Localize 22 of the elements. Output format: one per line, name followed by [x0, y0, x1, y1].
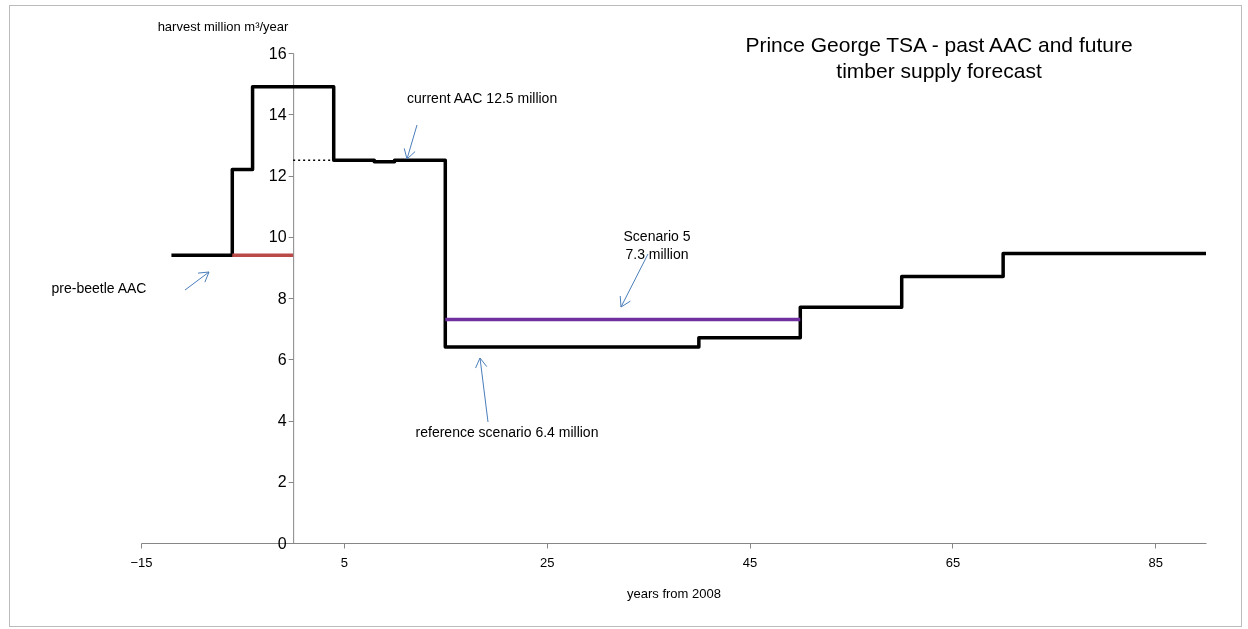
- x-tick-label: 65: [945, 554, 961, 570]
- y-axis-title: harvest million m³/year: [157, 18, 290, 34]
- x-tick-label: 85: [1148, 554, 1164, 570]
- x-tick-label: 5: [340, 554, 348, 570]
- y-tick-label: 6: [277, 350, 287, 368]
- y-tick-label: 2: [277, 473, 287, 491]
- y-tick-label: 4: [277, 412, 287, 429]
- annotation: pre-beetle AAC: [51, 280, 147, 296]
- annotation: Scenario 5 7.3 million: [623, 228, 691, 262]
- y-tick-label: 16: [268, 44, 287, 62]
- x-tick-label: 45: [742, 554, 758, 570]
- y-tick-label: 14: [268, 105, 287, 123]
- x-tick-label: −15: [130, 554, 153, 570]
- chart-title: Prince George TSA - past AAC and future timber supply forecast: [745, 33, 1133, 82]
- y-tick-label: 10: [268, 228, 287, 246]
- y-tick-label: 12: [268, 167, 287, 184]
- x-axis-title: years from 2008: [627, 585, 721, 601]
- annotation: current AAC 12.5 million: [407, 90, 558, 106]
- y-tick-label: 0: [277, 534, 287, 552]
- annotation: reference scenario 6.4 million: [415, 424, 599, 440]
- y-tick-label: 8: [277, 289, 287, 307]
- x-tick-label: 25: [539, 554, 555, 570]
